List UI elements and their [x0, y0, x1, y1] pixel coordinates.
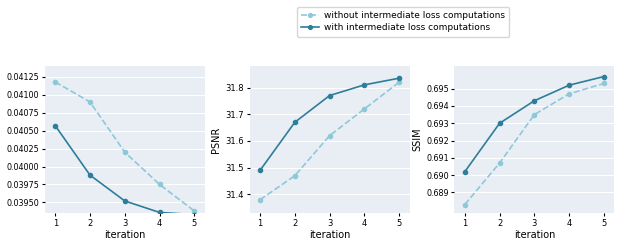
with intermediate loss computations	[191, 213, 198, 216]
without intermediate loss computations	[191, 209, 198, 212]
with intermediate loss computations	[86, 174, 94, 177]
Y-axis label: PSNR: PSNR	[211, 126, 221, 153]
without intermediate loss computations	[86, 100, 94, 103]
Legend: without intermediate loss computations, with intermediate loss computations: without intermediate loss computations, …	[297, 7, 509, 37]
X-axis label: iteration: iteration	[514, 231, 555, 241]
without intermediate loss computations	[121, 151, 129, 154]
without intermediate loss computations	[51, 80, 59, 83]
with intermediate loss computations	[51, 124, 59, 127]
with intermediate loss computations	[156, 211, 163, 214]
X-axis label: iteration: iteration	[309, 231, 350, 241]
Line: without intermediate loss computations: without intermediate loss computations	[53, 80, 196, 213]
without intermediate loss computations	[156, 183, 163, 186]
Line: with intermediate loss computations: with intermediate loss computations	[53, 123, 196, 217]
Y-axis label: SSIM: SSIM	[412, 128, 422, 151]
X-axis label: iteration: iteration	[104, 231, 145, 241]
with intermediate loss computations	[121, 199, 129, 202]
Y-axis label: NMSE: NMSE	[0, 126, 2, 154]
